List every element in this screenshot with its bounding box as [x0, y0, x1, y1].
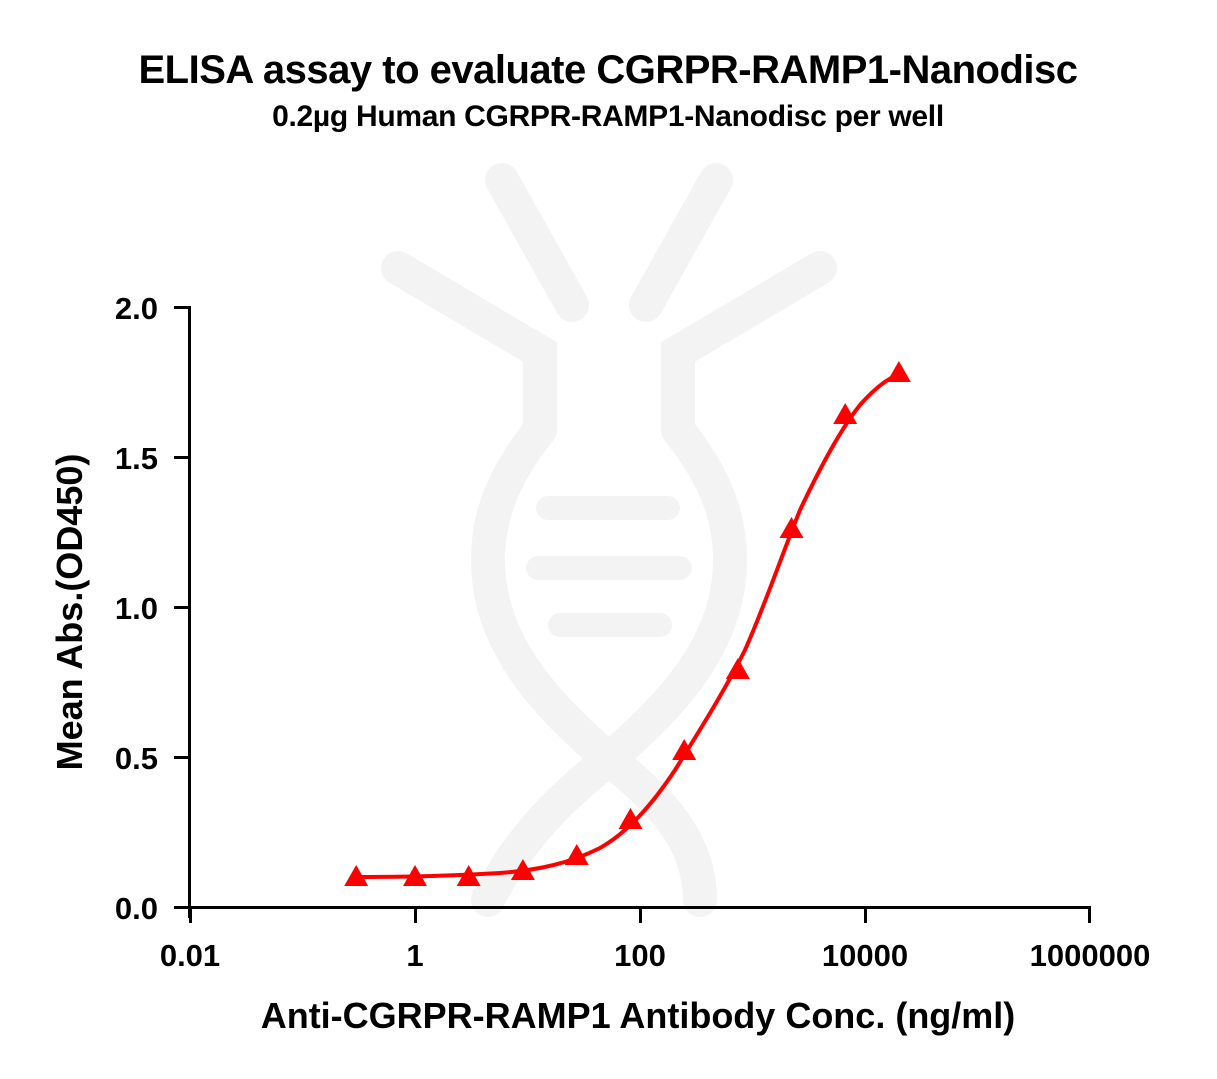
- x-tick-label: 10000: [822, 938, 908, 973]
- watermark-logo-icon: [381, 163, 837, 917]
- y-tick-label: 0.0: [115, 891, 158, 926]
- triangle-marker-icon: [779, 517, 804, 538]
- chart-subtitle: 0.2µg Human CGRPR-RAMP1-Nanodisc per wel…: [272, 100, 944, 133]
- triangle-marker-icon: [833, 403, 858, 424]
- y-tick-label: 1.5: [115, 441, 158, 476]
- x-tick-labels: 0.01 1 100 10000 1000000: [160, 938, 1151, 973]
- x-axis: [174, 906, 1091, 923]
- triangle-marker-icon: [403, 865, 427, 886]
- fit-curve: [355, 372, 901, 879]
- x-tick-label: 1: [406, 938, 423, 973]
- y-tick-label: 0.5: [115, 741, 158, 776]
- data-points: [344, 361, 911, 886]
- triangle-marker-icon: [672, 739, 697, 760]
- y-axis-title: Mean Abs.(OD450): [49, 454, 90, 771]
- x-tick-label: 100: [614, 938, 666, 973]
- y-tick-label: 1.0: [115, 591, 158, 626]
- triangle-marker-icon: [725, 658, 750, 679]
- y-tick-label: 2.0: [115, 291, 158, 326]
- y-axis: [174, 306, 191, 918]
- triangle-marker-icon: [564, 844, 589, 865]
- x-tick-label: 0.01: [160, 938, 220, 973]
- triangle-marker-icon: [344, 865, 369, 886]
- triangle-marker-icon: [456, 865, 481, 886]
- chart-title: ELISA assay to evaluate CGRPR-RAMP1-Nano…: [138, 48, 1079, 92]
- x-axis-title: Anti-CGRPR-RAMP1 Antibody Conc. (ng/ml): [261, 995, 1016, 1036]
- y-tick-labels: 2.0 1.5 1.0 0.5 0.0: [115, 291, 158, 926]
- triangle-marker-icon: [510, 859, 535, 880]
- triangle-marker-icon: [886, 361, 911, 382]
- x-tick-label: 1000000: [1030, 938, 1151, 973]
- triangle-marker-icon: [618, 808, 643, 829]
